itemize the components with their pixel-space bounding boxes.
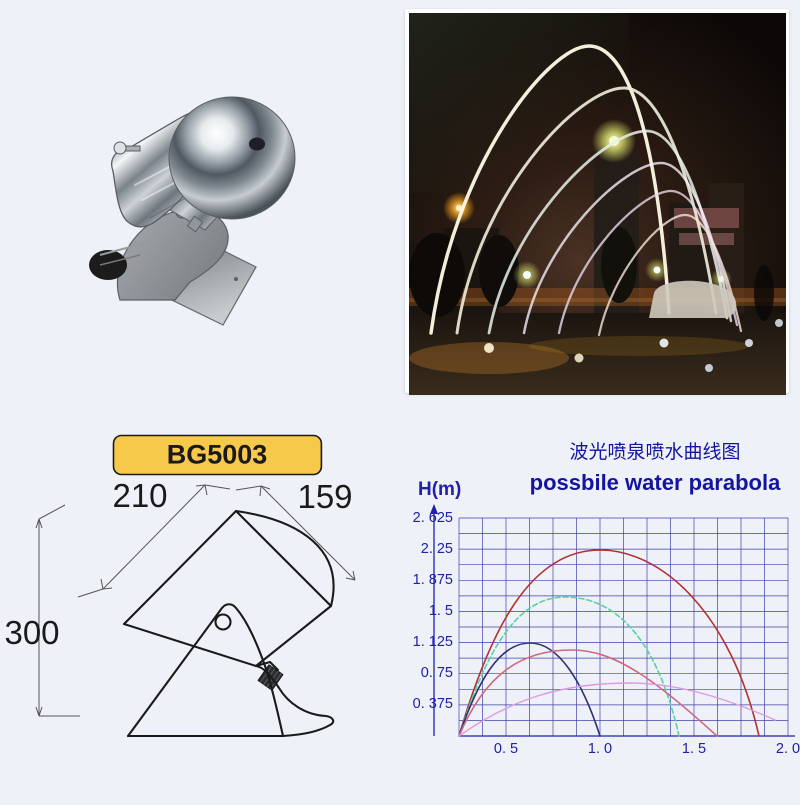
svg-text:159: 159	[297, 478, 352, 515]
svg-text:1. 0: 1. 0	[588, 741, 612, 757]
svg-text:0. 5: 0. 5	[494, 741, 518, 757]
svg-text:1. 125: 1. 125	[413, 634, 453, 650]
svg-text:波光喷泉喷水曲线图: 波光喷泉喷水曲线图	[569, 441, 740, 463]
svg-text:2. 25: 2. 25	[421, 541, 453, 557]
svg-text:0. 75: 0. 75	[421, 665, 453, 681]
svg-text:1. 5: 1. 5	[429, 603, 453, 619]
svg-text:1. 875: 1. 875	[413, 572, 453, 588]
svg-text:1. 5: 1. 5	[682, 741, 706, 757]
svg-text:300: 300	[4, 614, 59, 651]
svg-text:0. 375: 0. 375	[413, 696, 453, 712]
svg-text:210: 210	[112, 477, 167, 514]
svg-text:possbile water parabola: possbile water parabola	[530, 470, 781, 495]
svg-text:BG5003: BG5003	[167, 440, 268, 470]
svg-text:2. 625: 2. 625	[413, 510, 453, 526]
svg-text:2. 0: 2. 0	[776, 741, 800, 757]
svg-text:H(m): H(m)	[418, 479, 461, 500]
